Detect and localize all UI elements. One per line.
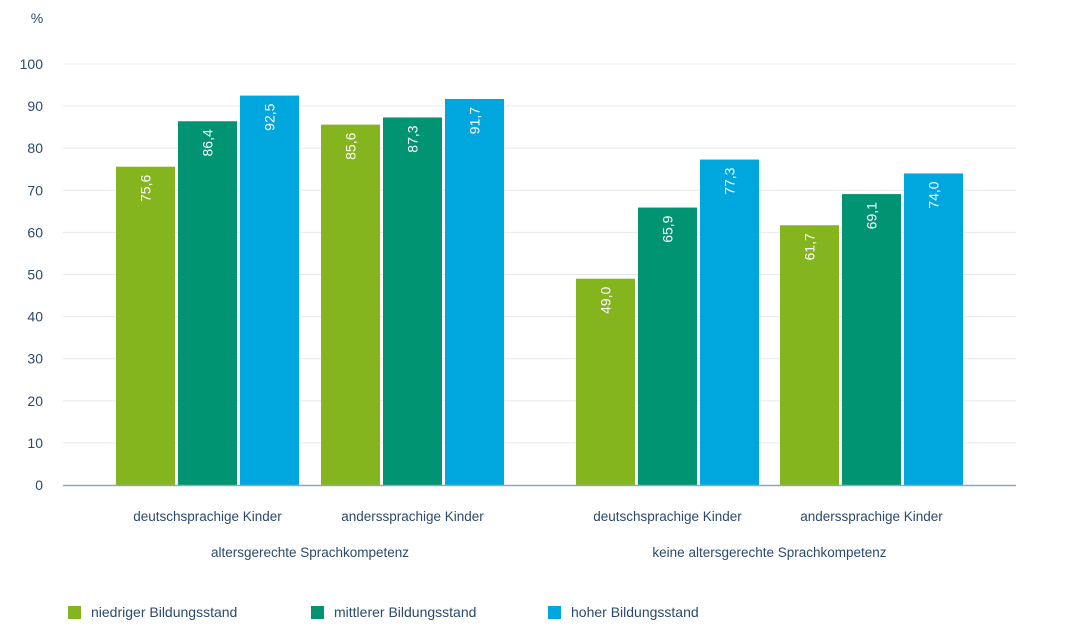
bars: 75,6 86,4 92,5 85,6 87,3 91,7 49,0 65,9 77,3 61,7…	[116, 95, 963, 486]
legend-label: niedriger Bildungsstand	[91, 604, 238, 620]
bar-value-label: 87,3	[405, 125, 421, 152]
legend-swatch	[548, 605, 561, 619]
y-tick-label: 70	[27, 182, 43, 198]
legend-label: mittlerer Bildungsstand	[334, 604, 477, 620]
y-tick-label: 80	[27, 140, 43, 156]
y-tick-label: 90	[27, 98, 43, 114]
bar	[904, 173, 963, 485]
y-axis-ticks: 0 10 20 30 40 50 60 70 80 90 100	[20, 56, 44, 493]
legend-item: mittlerer Bildungsstand	[311, 604, 476, 620]
bar-value-label: 91,7	[467, 107, 483, 134]
legend: niedriger Bildungsstand mittlerer Bildung…	[0, 604, 1080, 624]
y-axis-unit-label: %	[31, 10, 43, 26]
x-axis-categories: deutschsprachige Kinder anderssprachige K…	[133, 509, 943, 560]
bar	[445, 98, 504, 486]
x-category-label: deutschsprachige Kinder	[133, 509, 282, 524]
legend-item: hoher Bildungsstand	[548, 604, 699, 620]
bar	[178, 121, 237, 486]
legend-label: hoher Bildungsstand	[571, 604, 699, 620]
bar	[383, 117, 442, 485]
bar-value-label: 61,7	[802, 233, 818, 260]
x-group-label: altersgerechte Sprachkompetenz	[211, 545, 409, 560]
bar	[700, 159, 759, 485]
bar-value-label: 85,6	[343, 132, 359, 159]
bar	[240, 95, 299, 485]
legend-swatch	[68, 605, 81, 619]
bar	[842, 194, 901, 486]
bar-value-label: 92,5	[262, 103, 278, 130]
bar	[638, 207, 697, 485]
y-tick-label: 10	[27, 435, 43, 451]
x-category-label: anderssprachige Kinder	[800, 509, 943, 524]
bar-value-label: 49,0	[598, 286, 614, 313]
bar-value-label: 65,9	[660, 215, 676, 242]
x-category-label: anderssprachige Kinder	[341, 509, 484, 524]
y-tick-label: 100	[20, 56, 44, 72]
bar-value-label: 86,4	[200, 129, 216, 156]
y-tick-label: 0	[35, 477, 43, 493]
legend-swatch	[311, 605, 324, 619]
bar-value-label: 75,6	[138, 175, 154, 202]
bar	[116, 166, 175, 485]
y-tick-label: 50	[27, 267, 43, 283]
y-tick-label: 20	[27, 393, 43, 409]
bar	[321, 124, 380, 486]
bar	[780, 225, 839, 486]
x-category-label: deutschsprachige Kinder	[593, 509, 742, 524]
y-tick-label: 40	[27, 309, 43, 325]
bar-value-label: 74,0	[926, 181, 942, 208]
x-group-label: keine altersgerechte Sprachkompetenz	[652, 545, 886, 560]
bar	[576, 278, 635, 485]
bar-value-label: 69,1	[864, 202, 880, 229]
legend-item: niedriger Bildungsstand	[68, 604, 237, 620]
y-tick-label: 30	[27, 351, 43, 367]
y-tick-label: 60	[27, 224, 43, 240]
bar-value-label: 77,3	[722, 167, 738, 194]
